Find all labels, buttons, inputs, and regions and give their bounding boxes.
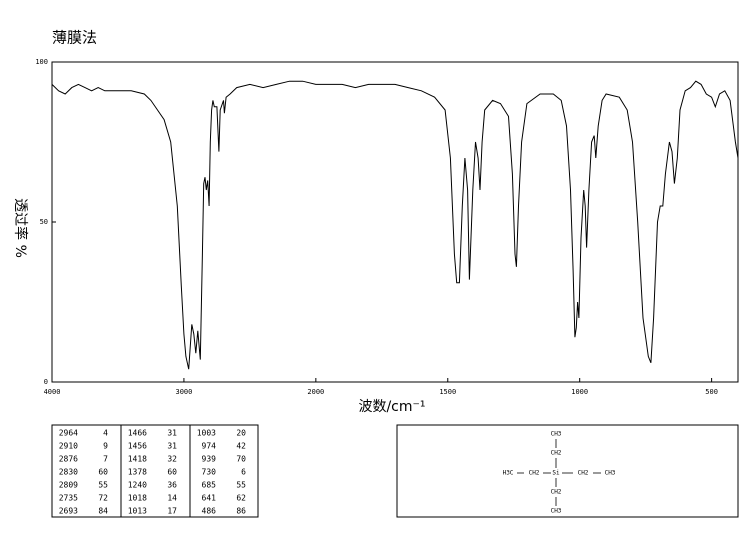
peak-wavenumber: 1003 [197, 429, 216, 438]
x-tick-label: 4000 [44, 388, 61, 396]
peak-wavenumber: 1018 [128, 494, 147, 503]
y-tick-label: 50 [40, 218, 48, 226]
peak-wavenumber: 1240 [128, 481, 147, 490]
structure-atom: CH3 [551, 508, 562, 515]
peak-wavenumber: 2910 [59, 442, 78, 451]
y-tick-label: 0 [44, 378, 48, 386]
peak-transmittance: 31 [167, 429, 177, 438]
peak-wavenumber: 2693 [59, 507, 78, 516]
peak-transmittance: 20 [236, 429, 246, 438]
peak-wavenumber: 1418 [128, 455, 147, 464]
y-axis-label: 透过率 % [12, 198, 29, 258]
structure-atom: CH2 [551, 489, 562, 496]
x-tick-label: 2000 [307, 388, 324, 396]
peak-transmittance: 72 [98, 494, 108, 503]
structure-frame [396, 424, 739, 518]
peak-transmittance: 32 [167, 455, 177, 464]
spectrum-line [51, 80, 739, 370]
peak-transmittance: 31 [167, 442, 177, 451]
peak-transmittance: 6 [241, 468, 246, 477]
structure-atom: CH2 [578, 470, 589, 477]
peak-wavenumber: 1466 [128, 429, 147, 438]
x-tick-label: 1000 [571, 388, 588, 396]
peak-wavenumber: 1013 [128, 507, 147, 516]
peak-wavenumber: 2735 [59, 494, 78, 503]
peak-transmittance: 55 [236, 481, 246, 490]
peak-transmittance: 60 [98, 468, 108, 477]
peak-transmittance: 4 [103, 429, 108, 438]
peak-wavenumber: 2809 [59, 481, 78, 490]
peak-wavenumber: 939 [202, 455, 217, 464]
peak-wavenumber: 1456 [128, 442, 147, 451]
peak-transmittance: 7 [103, 455, 108, 464]
peak-wavenumber: 974 [202, 442, 217, 451]
peak-wavenumber: 2830 [59, 468, 78, 477]
peak-transmittance: 14 [167, 494, 177, 503]
peak-table-frame [51, 424, 259, 518]
x-tick-label: 500 [705, 388, 718, 396]
plot-frame [51, 61, 739, 383]
peak-transmittance: 17 [167, 507, 177, 516]
x-tick-label: 1500 [439, 388, 456, 396]
structure-atom: Si [552, 470, 560, 477]
peak-wavenumber: 2964 [59, 429, 78, 438]
structure-atom: CH3 [551, 431, 562, 438]
structure-atom: H3C [503, 470, 514, 477]
peak-wavenumber: 1378 [128, 468, 147, 477]
peak-transmittance: 36 [167, 481, 177, 490]
peak-wavenumber: 486 [202, 507, 217, 516]
peak-transmittance: 42 [236, 442, 246, 451]
x-axis-label: 波数/cm⁻¹ [358, 399, 425, 415]
peak-wavenumber: 730 [202, 468, 217, 477]
y-tick-label: 100 [35, 58, 48, 66]
structure-atom: CH2 [529, 470, 540, 477]
peak-transmittance: 70 [236, 455, 246, 464]
structure-bonds [517, 439, 601, 506]
x-tick-label: 3000 [175, 388, 192, 396]
peak-transmittance: 60 [167, 468, 177, 477]
peak-transmittance: 86 [236, 507, 246, 516]
peak-transmittance: 62 [236, 494, 246, 503]
peak-transmittance: 84 [98, 507, 108, 516]
chart-title: 薄膜法 [52, 29, 97, 47]
structure-atom: CH3 [605, 470, 616, 477]
structure-atom: CH2 [551, 450, 562, 457]
peak-transmittance: 55 [98, 481, 108, 490]
peak-wavenumber: 641 [202, 494, 217, 503]
peak-wavenumber: 685 [202, 481, 217, 490]
peak-transmittance: 9 [103, 442, 108, 451]
peak-wavenumber: 2876 [59, 455, 78, 464]
